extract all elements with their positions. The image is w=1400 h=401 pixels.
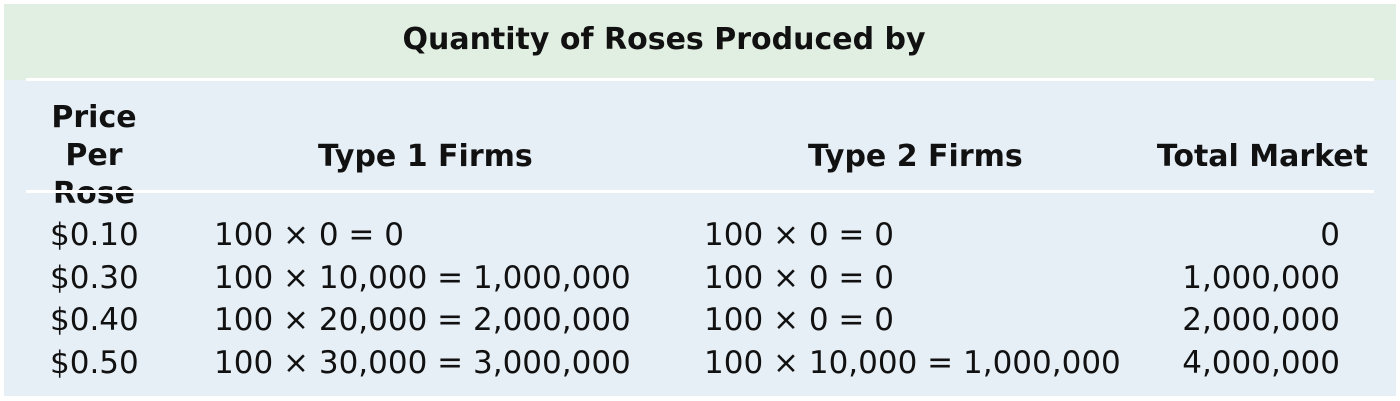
total-cell: 0 [1320,217,1340,253]
total-cell: 1,000,000 [1182,259,1340,296]
price-cell: $0.50 [50,344,139,381]
type1-cell: 100 × 10,000 = 1,000,000 [214,259,631,296]
price-cell: $0.40 [50,302,139,338]
type2-cell: 100 × 10,000 = 1,000,000 [704,344,1121,381]
type2-cell: 100 × 0 = 0 [704,259,894,296]
header-total-market: Total Market [1156,139,1368,174]
header-price-per-rose: Price Per Rose [51,100,137,211]
type1-cell: 100 × 20,000 = 2,000,000 [214,302,631,338]
type2-cell: 100 × 0 = 0 [704,302,894,338]
table-body: $0.10 100 × 0 = 0 100 × 0 = 0 0 $0.30 10… [4,214,1396,384]
table-title: Quantity of Roses Produced by [402,22,926,57]
header-type-1-firms: Type 1 Firms [318,139,533,174]
type1-cell: 100 × 0 = 0 [214,217,404,253]
table-row: $0.10 100 × 0 = 0 100 × 0 = 0 0 [4,214,1396,257]
table-row: $0.50 100 × 30,000 = 3,000,000 100 × 10,… [4,342,1396,385]
type2-cell: 100 × 0 = 0 [704,217,894,253]
table-row: $0.30 100 × 10,000 = 1,000,000 100 × 0 =… [4,257,1396,300]
total-cell: 2,000,000 [1182,302,1340,338]
divider-top [26,78,1374,81]
header-type-2-firms: Type 2 Firms [808,139,1023,174]
rose-supply-table: Quantity of Roses Produced by Price Per … [4,4,1396,396]
price-cell: $0.10 [50,217,139,253]
type1-cell: 100 × 30,000 = 3,000,000 [214,344,631,381]
title-band: Quantity of Roses Produced by [4,4,1396,80]
table-row: $0.40 100 × 20,000 = 2,000,000 100 × 0 =… [4,299,1396,342]
divider-header [26,190,1374,193]
price-cell: $0.30 [50,259,139,296]
total-cell: 4,000,000 [1182,344,1340,381]
